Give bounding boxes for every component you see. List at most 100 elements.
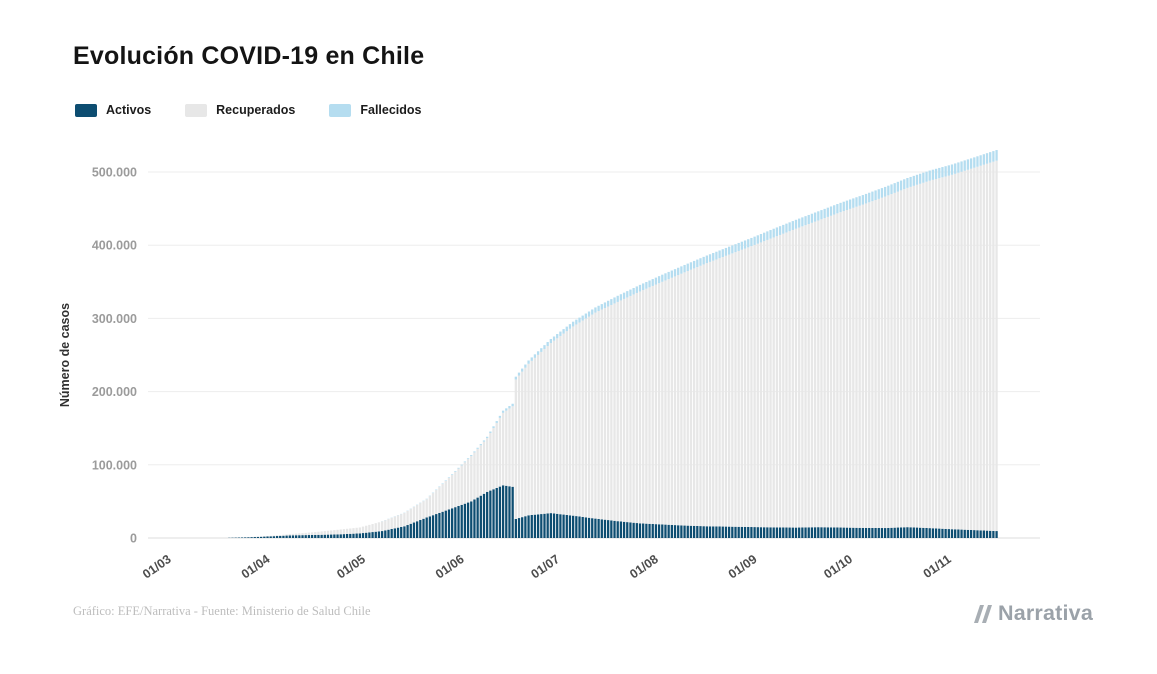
bar-segment-fallecidos — [492, 426, 495, 428]
bar-segment-fallecidos — [654, 277, 658, 285]
bar-segment-activos — [530, 514, 533, 538]
legend: Activos Recuperados Fallecidos — [75, 103, 422, 117]
narrativa-logo-icon — [973, 604, 992, 623]
bar-segment-fallecidos — [524, 364, 527, 368]
bar-segment-activos — [546, 513, 549, 538]
bar-segment-activos — [425, 517, 428, 538]
bar-segment-activos — [740, 526, 744, 538]
bar-segment-activos — [686, 525, 689, 538]
bar-segment-activos — [486, 491, 489, 538]
bar-segment-recuperados — [683, 272, 686, 526]
bar-segment-activos — [925, 527, 928, 538]
bar-segment-activos — [871, 527, 874, 538]
bar-segment-recuperados — [575, 324, 578, 517]
bar-segment-fallecidos — [447, 477, 451, 478]
bar-segment-activos — [868, 527, 871, 538]
bar-segment-recuperados — [957, 172, 960, 530]
bar-segment-fallecidos — [712, 252, 715, 261]
bar-segment-recuperados — [769, 238, 772, 528]
bar-segment-recuperados — [839, 212, 842, 528]
bar-segment-fallecidos — [708, 254, 712, 262]
bar-segment-recuperados — [505, 410, 508, 486]
legend-label-fallecidos: Fallecidos — [360, 103, 422, 117]
y-tick-label: 300.000 — [92, 312, 137, 326]
bar-segment-recuperados — [594, 312, 597, 519]
bar-segment-recuperados — [712, 260, 715, 527]
bar-segment-activos — [275, 536, 279, 538]
bar-segment-activos — [887, 527, 890, 538]
bar-segment-activos — [314, 534, 317, 538]
bar-segment-activos — [960, 529, 963, 538]
bar-segment-fallecidos — [778, 226, 782, 235]
bar-segment-fallecidos — [880, 188, 884, 198]
bar-segment-activos — [992, 530, 995, 538]
bar-segment-fallecidos — [855, 197, 858, 207]
bar-segment-activos — [848, 527, 852, 538]
bar-segment-recuperados — [380, 521, 384, 532]
bar-segment-activos — [651, 523, 654, 538]
bar-segment-fallecidos — [836, 204, 839, 214]
bar-segment-fallecidos — [521, 368, 524, 372]
bar-segment-activos — [979, 530, 982, 538]
bar-segment-fallecidos — [578, 317, 581, 323]
bar-segment-activos — [629, 522, 632, 538]
bar-segment-fallecidos — [724, 247, 728, 256]
bar-segment-recuperados — [785, 232, 788, 528]
legend-label-recuperados: Recuperados — [216, 103, 296, 117]
bar-segment-fallecidos — [769, 230, 772, 239]
bar-segment-activos — [562, 514, 565, 538]
bar-segment-recuperados — [578, 322, 581, 517]
bar-segment-recuperados — [352, 528, 355, 534]
bar-segment-fallecidos — [753, 236, 756, 245]
bar-segment-activos — [632, 522, 635, 538]
bar-segment-recuperados — [508, 408, 511, 487]
bar-segment-recuperados — [288, 534, 291, 536]
bar-segment-fallecidos — [556, 334, 559, 339]
bar-segment-fallecidos — [638, 284, 642, 292]
bar-segment-activos — [524, 516, 527, 538]
bar-segment-activos — [954, 529, 957, 538]
bar-segment-recuperados — [756, 243, 759, 528]
bar-segment-recuperados — [317, 531, 320, 535]
bar-segment-activos — [810, 527, 814, 538]
bar-segment-recuperados — [425, 499, 428, 518]
bar-segment-fallecidos — [817, 211, 820, 221]
bar-segment-fallecidos — [973, 157, 976, 168]
bar-segment-activos — [845, 527, 849, 538]
bar-segment-recuperados — [635, 292, 638, 524]
bar-segment-activos — [718, 526, 721, 538]
bar-segment-recuperados — [521, 371, 524, 518]
bar-segment-activos — [715, 526, 718, 538]
bar-segment-fallecidos — [794, 219, 798, 229]
bar-segment-recuperados — [470, 456, 473, 502]
bar-segment-activos — [619, 521, 623, 538]
bar-segment-activos — [661, 524, 664, 538]
bar-segment-recuperados — [358, 527, 361, 534]
bar-segment-recuperados — [686, 271, 689, 526]
bar-segment-recuperados — [568, 328, 572, 516]
bar-segment-recuperados — [807, 224, 810, 528]
bar-segment-recuperados — [677, 275, 680, 526]
bar-segment-fallecidos — [591, 309, 594, 315]
bar-segment-fallecidos — [699, 258, 702, 266]
bar-segment-fallecidos — [890, 184, 893, 195]
bar-segment-recuperados — [415, 505, 419, 522]
bar-segment-activos — [654, 524, 658, 538]
bar-segment-fallecidos — [619, 294, 623, 301]
bar-segment-fallecidos — [584, 313, 588, 319]
bar-segment-fallecidos — [489, 431, 492, 434]
bar-segment-fallecidos — [715, 251, 718, 260]
bar-segment-recuperados — [330, 530, 333, 535]
bar-segment-recuperados — [737, 250, 740, 527]
bar-segment-recuperados — [600, 309, 603, 520]
bar-segment-activos — [769, 527, 772, 538]
bar-segment-fallecidos — [826, 207, 829, 217]
bar-segment-fallecidos — [495, 421, 498, 423]
bar-segment-fallecidos — [505, 408, 508, 411]
bar-segment-activos — [941, 528, 944, 538]
bar-segment-fallecidos — [613, 297, 616, 304]
bar-segment-recuperados — [973, 167, 976, 531]
bar-segment-recuperados — [495, 422, 498, 488]
bar-segment-recuperados — [903, 189, 906, 528]
